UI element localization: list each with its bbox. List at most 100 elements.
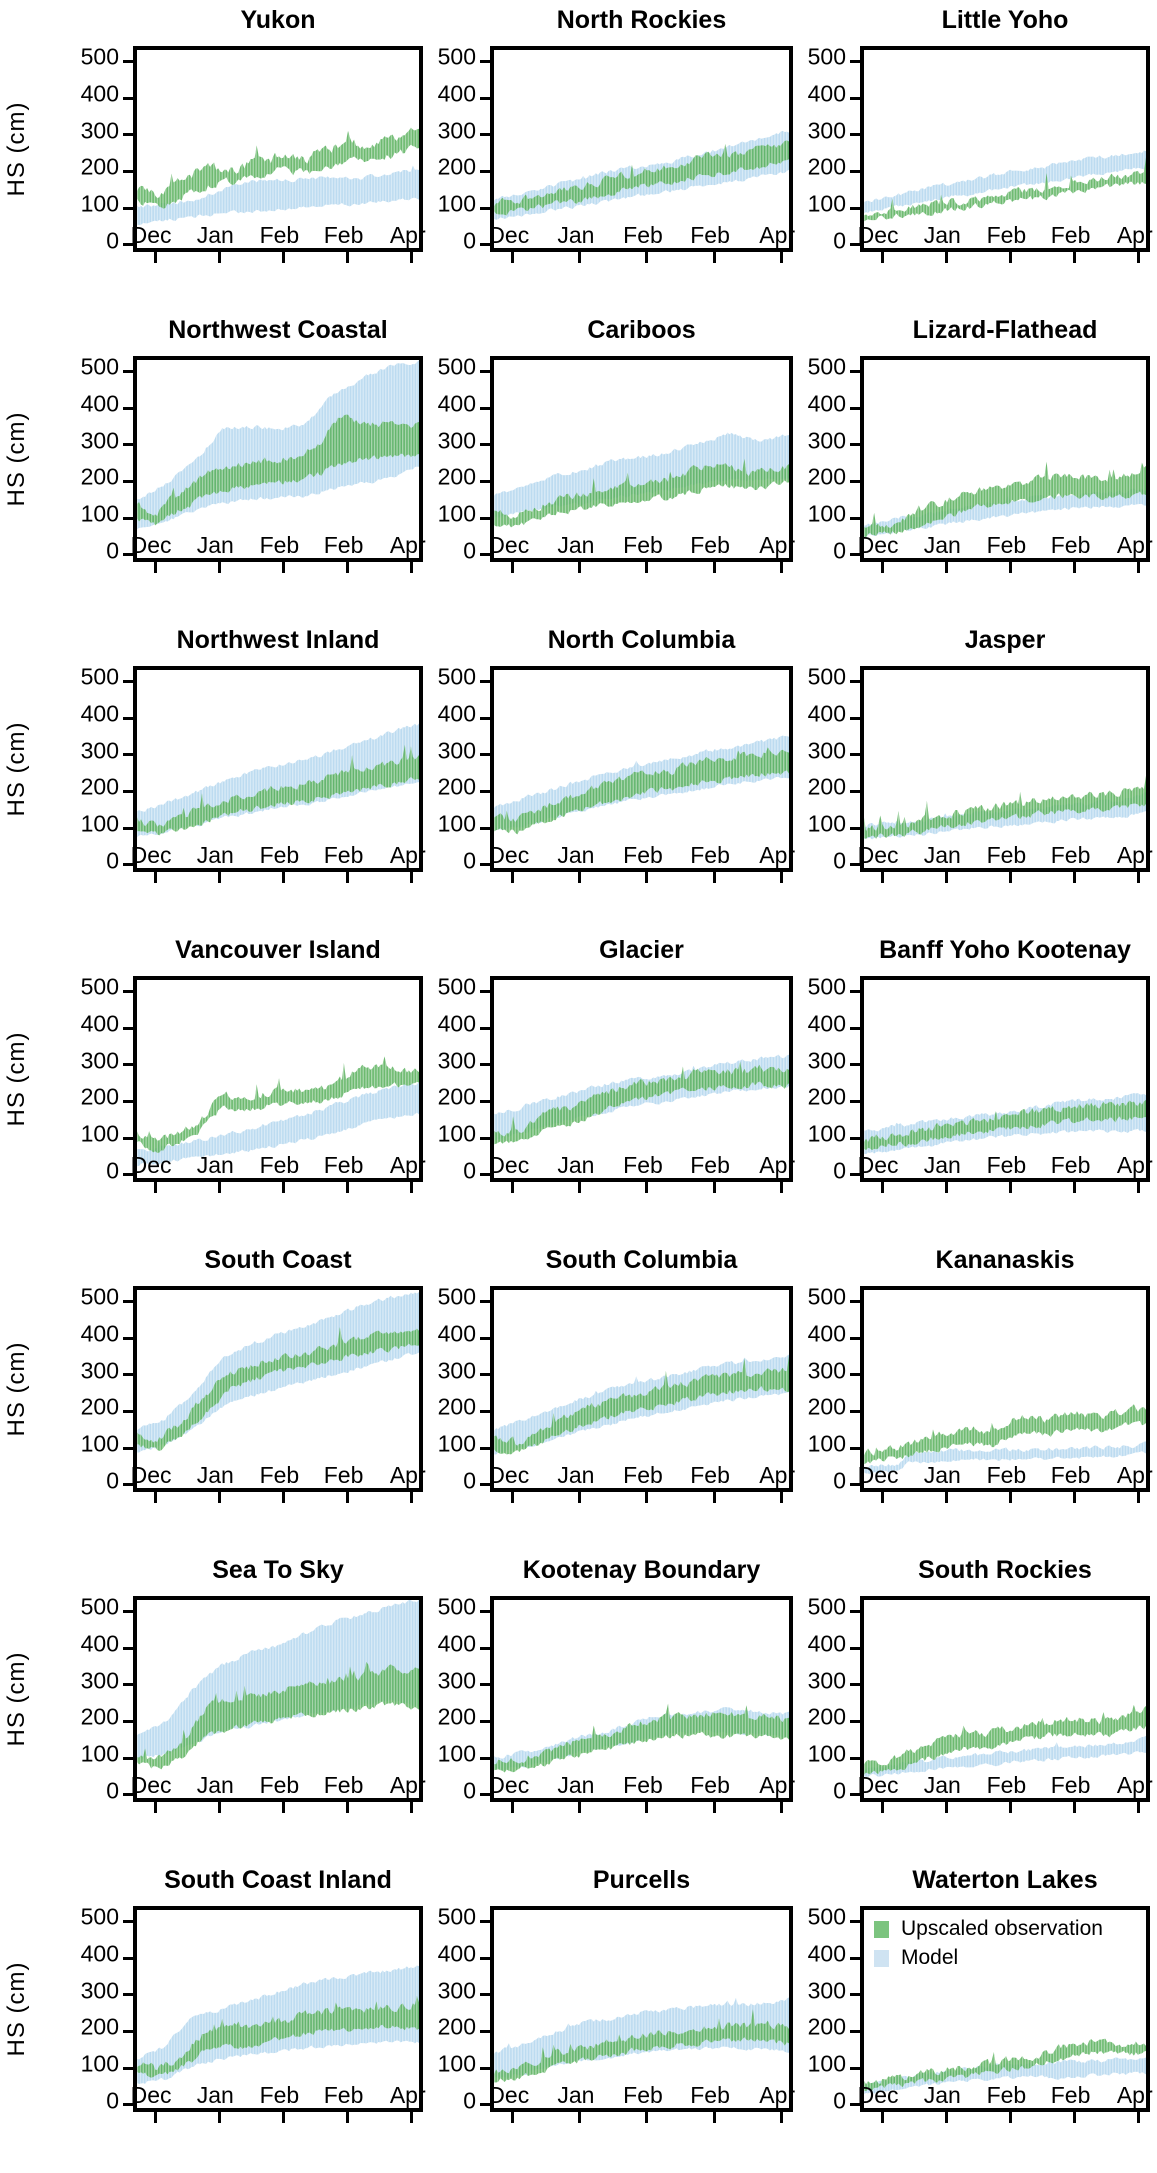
x-tick-label: Dec: [857, 222, 899, 248]
x-tick-label: Feb: [1050, 532, 1091, 558]
x-tick-label: Feb: [986, 1462, 1027, 1488]
x-tick-mark: [217, 1181, 221, 1193]
model-band-texture: [137, 1081, 419, 1167]
x-tick-mark: [153, 2111, 157, 2123]
y-tick-mark: [850, 753, 861, 757]
x-tick-label: Apr: [1116, 222, 1153, 248]
y-axis-tick-labels: 0 100 200 300 400 500: [423, 665, 482, 874]
x-tick-label: Jan: [196, 532, 234, 558]
y-tick-label: 100: [437, 1430, 476, 1457]
y-tick-label: 400: [437, 1630, 476, 1657]
y-tick-mark: [123, 826, 134, 830]
x-tick-mark: [410, 2111, 414, 2123]
x-tick-mark: [511, 2111, 515, 2123]
x-tick-label: Dec: [488, 1152, 530, 1178]
y-tick-mark: [850, 1409, 861, 1413]
x-tick-label: Dec: [488, 222, 530, 248]
y-tick-label: 0: [833, 1157, 846, 1184]
panel-glacier: Glacier 0 100 200 300 400 500 Dec Jan Feb Feb Apr: [423, 932, 795, 1242]
x-tick-label: Jan: [557, 1462, 595, 1488]
y-tick-mark: [480, 369, 491, 373]
y-tick-mark: [123, 1919, 134, 1923]
y-tick-label: 0: [106, 2087, 119, 2114]
y-axis-tick-labels: 0 100 200 300 400 500: [34, 665, 125, 872]
x-tick-mark: [1008, 2111, 1012, 2123]
x-tick-mark: [712, 1491, 716, 1503]
y-tick-mark: [123, 516, 134, 520]
x-tick-label: Jan: [923, 1772, 961, 1798]
band-chart: [494, 130, 789, 220]
x-tick-mark: [217, 1801, 221, 1813]
obs-band-texture: [494, 140, 789, 216]
y-tick-mark: [850, 2103, 861, 2107]
panel-row-6: HS (cm) Sea To Sky 0 100 200 300 400 500 Dec Jan F…: [0, 1552, 1157, 1862]
x-tick-mark: [944, 1181, 948, 1193]
x-tick-mark: [1073, 251, 1077, 263]
y-tick-mark: [480, 169, 491, 173]
model-swatch-icon: [874, 1949, 889, 1967]
legend-item-model: Model: [874, 1946, 1103, 1970]
x-tick-mark: [712, 1181, 716, 1193]
y-tick-mark: [123, 1136, 134, 1140]
y-tick-label: 200: [80, 1083, 119, 1110]
y-tick-label: 500: [80, 1593, 119, 1620]
x-tick-label: Dec: [130, 2082, 172, 2108]
x-tick-label: Jan: [196, 1462, 234, 1488]
y-tick-label: 200: [437, 1703, 476, 1730]
panel-north-rockies: North Rockies 0 100 200 300 400 500 Dec Jan Feb Fe…: [423, 2, 795, 312]
y-tick-mark: [850, 96, 861, 100]
obs-band-texture: [864, 775, 1146, 839]
y-tick-label: 300: [437, 1667, 476, 1694]
band-chart: [494, 432, 789, 528]
y-tick-mark: [480, 1173, 491, 1177]
y-axis-tick-labels: 0 100 200 300 400 500: [793, 975, 852, 1184]
x-tick-mark: [511, 1491, 515, 1503]
x-tick-mark: [410, 1801, 414, 1813]
y-tick-label: 200: [80, 2013, 119, 2040]
x-tick-label: Feb: [323, 1152, 364, 1178]
x-tick-mark: [578, 1181, 582, 1193]
y-tick-label: 300: [807, 1047, 846, 1074]
y-tick-label: 400: [80, 1940, 119, 1967]
x-tick-mark: [645, 251, 649, 263]
x-tick-mark: [410, 251, 414, 263]
y-tick-mark: [850, 1793, 861, 1797]
y-tick-label: 0: [463, 847, 476, 874]
y-tick-mark: [123, 679, 134, 683]
y-tick-mark: [480, 133, 491, 137]
y-tick-label: 300: [80, 1047, 119, 1074]
y-tick-label: 0: [833, 847, 846, 874]
y-tick-label: 500: [437, 1593, 476, 1620]
y-tick-label: 200: [437, 773, 476, 800]
x-tick-label: Dec: [488, 2082, 530, 2108]
y-tick-label: 100: [807, 190, 846, 217]
x-tick-label: Apr: [759, 1462, 796, 1488]
y-tick-label: 100: [807, 1740, 846, 1767]
y-axis-title: HS (cm): [3, 1031, 30, 1127]
y-tick-label: 300: [80, 1977, 119, 2004]
x-tick-label: Jan: [557, 532, 595, 558]
panel-title: Waterton Lakes: [912, 1866, 1098, 1894]
y-tick-mark: [123, 989, 134, 993]
y-tick-mark: [123, 1646, 134, 1650]
y-tick-mark: [480, 863, 491, 867]
x-tick-mark: [1073, 1801, 1077, 1813]
y-tick-label: 200: [80, 1703, 119, 1730]
y-tick-mark: [480, 1099, 491, 1103]
plot-box: [123, 1906, 423, 2123]
model-band-texture: [864, 2057, 1146, 2094]
x-tick-mark: [1008, 1491, 1012, 1503]
y-tick-mark: [480, 1956, 491, 1960]
y-axis-title-gutter: HS (cm): [0, 1552, 34, 1862]
x-tick-mark: [880, 2111, 884, 2123]
y-tick-label: 100: [437, 1120, 476, 1147]
band-chart: [864, 1704, 1146, 1777]
x-tick-label: Feb: [259, 1772, 300, 1798]
x-tick-label: Feb: [323, 1772, 364, 1798]
y-tick-mark: [850, 59, 861, 63]
y-tick-mark: [480, 243, 491, 247]
x-tick-mark: [779, 2111, 783, 2123]
x-tick-mark: [944, 871, 948, 883]
band-chart: [137, 1600, 419, 1770]
plot-box: [480, 356, 793, 573]
